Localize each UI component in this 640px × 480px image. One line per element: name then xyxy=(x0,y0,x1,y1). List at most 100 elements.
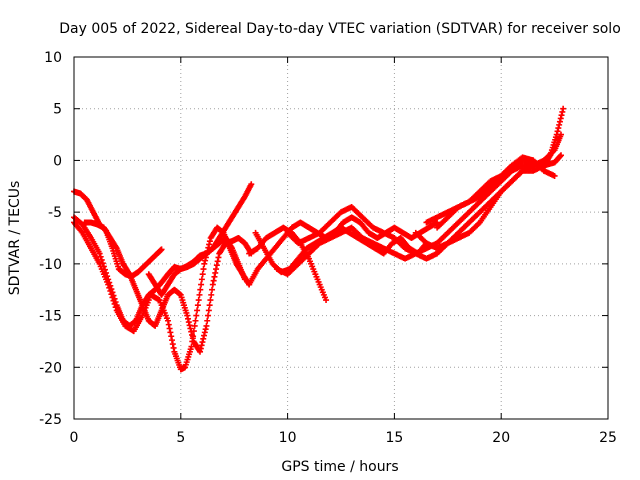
data-point xyxy=(186,322,193,329)
data-point xyxy=(184,312,191,319)
data-point xyxy=(205,307,212,314)
x-tick-label: 10 xyxy=(279,430,297,446)
data-point xyxy=(206,302,213,309)
data-point xyxy=(205,312,212,319)
data-point xyxy=(212,269,219,276)
data-point xyxy=(193,312,200,319)
data-point xyxy=(188,343,195,350)
y-tick-label: 10 xyxy=(44,50,62,66)
data-point xyxy=(213,262,220,269)
x-tick-labels: 0 5 10 15 20 25 xyxy=(70,430,617,446)
x-tick-label: 20 xyxy=(492,430,510,446)
data-point xyxy=(164,317,171,324)
x-axis-label: GPS time / hours xyxy=(281,459,398,475)
data-point xyxy=(169,341,176,348)
data-point xyxy=(209,281,216,288)
data-point xyxy=(202,257,209,264)
y-tick-labels: 10 5 0 -5 -10 -15 -20 -25 xyxy=(39,50,62,428)
data-point xyxy=(556,121,563,128)
data-point xyxy=(540,167,547,174)
data-points-layer xyxy=(71,105,567,373)
data-point xyxy=(206,241,213,248)
data-point xyxy=(214,258,221,265)
data-point xyxy=(204,317,211,324)
series-arc-5 xyxy=(145,235,248,298)
data-point xyxy=(553,131,560,138)
data-point xyxy=(211,273,218,280)
data-point xyxy=(201,260,208,267)
series-arc-11 xyxy=(412,105,567,252)
data-point xyxy=(197,348,204,355)
grid-layer xyxy=(74,57,608,419)
data-point xyxy=(191,322,198,329)
data-point xyxy=(97,253,104,260)
data-point xyxy=(198,342,205,349)
data-point xyxy=(105,281,112,288)
data-point xyxy=(106,284,113,291)
data-point xyxy=(107,288,114,295)
data-point xyxy=(168,333,175,340)
data-point xyxy=(194,302,201,309)
data-point xyxy=(197,345,204,352)
y-tick-label: 5 xyxy=(53,102,62,118)
data-point xyxy=(210,277,217,284)
data-point xyxy=(554,128,561,135)
data-point xyxy=(111,300,118,307)
data-point xyxy=(556,118,563,125)
data-point xyxy=(165,321,172,328)
chart-title: Day 005 of 2022, Sidereal Day-to-day VTE… xyxy=(59,21,621,37)
data-point xyxy=(189,335,196,342)
data-point xyxy=(248,181,255,188)
data-point xyxy=(185,315,192,322)
data-point xyxy=(192,317,199,324)
data-point xyxy=(209,286,216,293)
data-point xyxy=(199,339,206,346)
data-point xyxy=(112,304,119,311)
data-point xyxy=(551,172,558,179)
data-point xyxy=(199,271,206,278)
data-point xyxy=(215,254,222,261)
data-point xyxy=(166,325,173,332)
data-point xyxy=(558,112,565,119)
y-tick-label: -20 xyxy=(39,360,62,376)
data-point xyxy=(110,297,117,304)
data-point xyxy=(323,297,330,304)
data-point xyxy=(158,246,165,253)
y-tick-label: -5 xyxy=(48,205,62,221)
data-point xyxy=(560,105,567,112)
data-point xyxy=(555,125,562,132)
series-arc-9 xyxy=(273,152,565,278)
data-point xyxy=(195,297,202,304)
data-point xyxy=(168,337,175,344)
x-tick-label: 25 xyxy=(599,430,617,446)
plot-border xyxy=(73,56,609,420)
series-arc-13 xyxy=(434,154,547,231)
ticks-layer xyxy=(73,56,609,420)
data-point xyxy=(96,250,103,257)
y-axis-label: SDTVAR / TECUs xyxy=(7,181,23,296)
data-point xyxy=(558,152,565,159)
data-point xyxy=(108,291,115,298)
data-point xyxy=(109,294,116,301)
y-tick-label: -25 xyxy=(39,412,62,428)
x-tick-label: 15 xyxy=(385,430,403,446)
data-point xyxy=(208,291,215,298)
data-point xyxy=(200,266,207,273)
y-tick-label: 0 xyxy=(53,153,62,169)
data-point xyxy=(198,281,205,288)
x-tick-label: 5 xyxy=(176,430,185,446)
data-point xyxy=(187,325,194,332)
x-tick-label: 0 xyxy=(70,430,79,446)
data-point xyxy=(188,328,195,335)
y-tick-label: -10 xyxy=(39,257,62,273)
y-tick-label: -15 xyxy=(39,309,62,325)
data-point xyxy=(167,329,174,336)
data-point xyxy=(197,286,204,293)
data-point xyxy=(201,332,208,339)
data-point xyxy=(200,335,207,342)
data-point xyxy=(557,115,564,122)
data-point xyxy=(203,322,210,329)
data-point xyxy=(206,238,213,245)
data-point xyxy=(170,344,177,351)
